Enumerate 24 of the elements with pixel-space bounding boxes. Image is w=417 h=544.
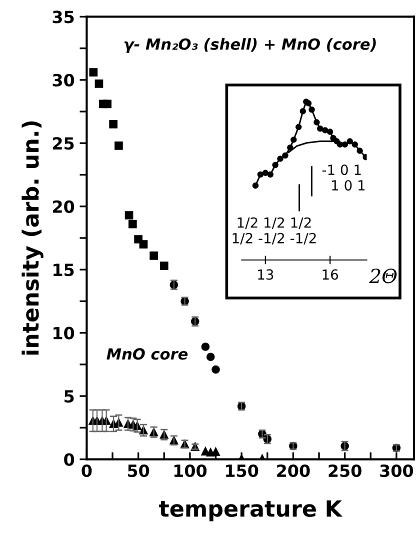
annotation: -1 0 1 1 0 1 <box>322 164 365 191</box>
x-tick-label: 100 <box>174 464 207 478</box>
y-tick-label: 5 <box>64 390 74 403</box>
x-tick-label: 200 <box>277 464 310 478</box>
x-tick-label: 50 <box>128 464 150 478</box>
y-tick-label: 25 <box>53 137 74 150</box>
x-tick-label: 150 <box>226 464 258 478</box>
x-axis-title: 2Θ <box>369 268 397 284</box>
y-tick-label: 15 <box>54 264 74 276</box>
y-tick-label: 10 <box>54 326 74 340</box>
y-tick-label: 30 <box>52 74 74 86</box>
x-tick-label: 16 <box>322 269 338 280</box>
y-tick-label: 35 <box>52 10 74 24</box>
x-tick-label: 250 <box>328 464 362 478</box>
y-tick-label: 20 <box>53 200 74 213</box>
annotation: MnO core <box>106 348 188 360</box>
x-tick-label: 0 <box>82 464 92 478</box>
y-axis-title: intensity (arb. un.) <box>22 121 44 355</box>
annotation: γ- Mn₂O₃ (shell) + MnO (core) <box>124 38 376 53</box>
y-tick-label: 0 <box>64 453 74 466</box>
x-tick-label: 300 <box>380 464 414 478</box>
annotation: 1/2 1/2 1/2 1/2 -1/2 -1/2 <box>232 217 316 244</box>
x-tick-label: 13 <box>258 269 274 280</box>
x-axis-title: temperature K <box>159 500 343 522</box>
